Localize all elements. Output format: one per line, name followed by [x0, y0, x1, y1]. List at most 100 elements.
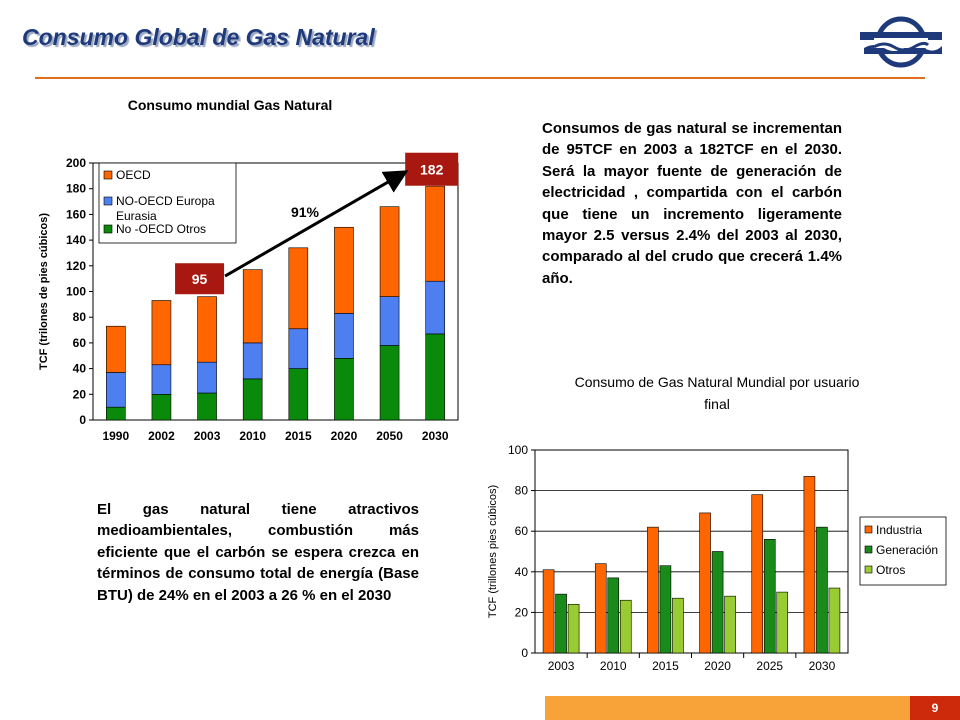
chart-title: Consumo mundial Gas Natural: [128, 97, 333, 113]
y-tick-label: 160: [66, 207, 86, 221]
y-axis-label: TCF (trillones pies cúbicos): [487, 485, 499, 618]
x-tick-label: 2003: [194, 429, 221, 443]
bar-segment: [288, 328, 309, 369]
start-value-box: [175, 263, 225, 295]
legend-swatch: [103, 196, 113, 206]
y-tick-label: 40: [73, 362, 87, 376]
legend-label: Generación: [876, 543, 938, 557]
footer-bar: [545, 696, 960, 720]
bar-segment: [151, 300, 172, 366]
x-tick-label: 2015: [285, 429, 312, 443]
y-tick-label: 120: [66, 259, 86, 273]
y-tick-label: 60: [515, 524, 529, 538]
title-divider: [35, 77, 925, 79]
description-paragraph-left: El gas natural tiene atractivos medioamb…: [97, 501, 419, 604]
legend-label: NO-OECD Europa Eurasia: [116, 194, 215, 223]
chart-title: Consumo de Gas Natural Mundial por usuar…: [575, 374, 860, 412]
y-tick-label: 20: [515, 605, 529, 619]
bar: [659, 565, 672, 654]
bar-segment: [334, 313, 354, 359]
x-tick-label: 2030: [809, 659, 836, 673]
y-tick-label: 140: [66, 233, 86, 247]
bar-segment: [106, 406, 126, 421]
end-value-box: [405, 152, 459, 186]
x-tick-label: 2020: [331, 429, 358, 443]
bar-segment: [197, 392, 217, 421]
bar: [711, 551, 724, 654]
x-tick-label: 2050: [376, 429, 403, 443]
y-tick-label: 40: [515, 565, 529, 579]
legend-swatch: [103, 224, 113, 234]
x-tick-label: 1990: [102, 429, 129, 443]
bar-segment: [379, 206, 400, 297]
page-number: 9: [910, 696, 960, 720]
bar-segment: [425, 280, 445, 335]
legend-box: [859, 516, 947, 586]
slide-title: Consumo Global de Gas Natural: [22, 24, 375, 50]
bar-segment: [106, 325, 126, 373]
bar: [828, 587, 841, 654]
y-tick-label: 100: [508, 443, 528, 457]
bar: [555, 593, 567, 654]
bar: [647, 526, 659, 654]
x-tick-label: 2020: [704, 659, 731, 673]
y-tick-label: 0: [79, 413, 86, 427]
bar-segment: [379, 345, 400, 421]
bar-segment: [242, 269, 263, 344]
bar-segment: [425, 333, 445, 421]
y-tick-label: 20: [73, 387, 87, 401]
legend-label: Otros: [876, 563, 905, 577]
start-value-label: 95: [192, 271, 208, 287]
y-tick-label: 200: [66, 156, 86, 170]
x-tick-label: 2030: [422, 429, 449, 443]
bar: [751, 494, 764, 654]
legend-swatch: [864, 565, 873, 574]
bar: [803, 476, 816, 654]
legend-box: [98, 162, 237, 244]
bar-segment: [197, 296, 217, 363]
bar-segment: [106, 372, 126, 408]
bar: [594, 563, 607, 654]
bar-segment: [197, 361, 217, 394]
x-tick-label: 2010: [600, 659, 627, 673]
bar: [816, 526, 828, 654]
bar-segment: [288, 368, 309, 421]
y-tick-label: 180: [66, 182, 86, 196]
x-tick-label: 2003: [548, 659, 575, 673]
bar-segment: [288, 247, 309, 330]
legend-label: No -OECD Otros: [116, 222, 206, 236]
bar: [542, 569, 555, 654]
bar-segment: [425, 185, 445, 282]
legend-swatch: [103, 170, 113, 180]
bar: [724, 595, 736, 654]
legend-swatch: [864, 525, 873, 534]
legend-label: OECD: [116, 168, 151, 182]
bar: [763, 539, 776, 654]
x-tick-label: 2010: [239, 429, 266, 443]
y-tick-label: 80: [73, 310, 87, 324]
bar-segment: [379, 296, 400, 346]
bar-segment: [151, 364, 172, 395]
bar: [619, 599, 632, 654]
x-tick-label: 2002: [148, 429, 175, 443]
plot-area: [534, 449, 849, 654]
company-logo: [860, 16, 942, 68]
bar: [699, 512, 711, 654]
y-axis-label: TCF (trilones de pies cúbicos): [38, 213, 50, 370]
legend-swatch: [864, 545, 873, 554]
y-tick-label: 80: [515, 484, 529, 498]
grouped-bar-chart: Consumo de Gas Natural Mundial por usuar…: [487, 374, 947, 673]
legend: Industria Generación Otros: [859, 516, 947, 586]
bar-segment: [242, 378, 263, 421]
bar: [672, 597, 684, 654]
y-tick-label: 0: [521, 646, 528, 660]
bar-segment: [151, 393, 172, 421]
stacked-bar-chart: Consumo mundial Gas Natural 0 20 40 60 80 100 1…: [38, 97, 459, 443]
bar-segment: [334, 358, 354, 421]
legend-label: Industria: [876, 523, 922, 537]
y-tick-label: 60: [73, 336, 87, 350]
end-value-label: 182: [420, 162, 444, 178]
bar-segment: [334, 226, 354, 314]
x-tick-label: 2015: [652, 659, 679, 673]
